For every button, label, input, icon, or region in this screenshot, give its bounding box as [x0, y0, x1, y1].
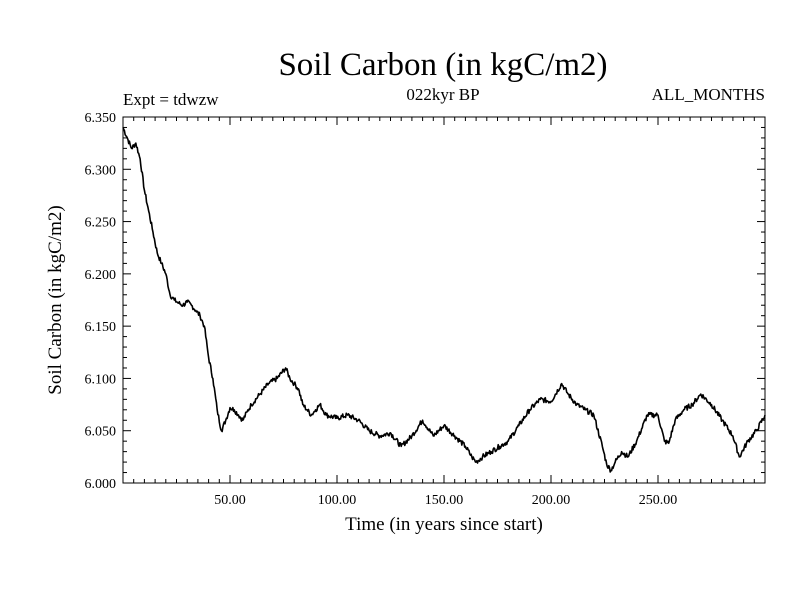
y-tick-label: 6.250: [85, 216, 117, 231]
plot-frame: [122, 116, 766, 484]
chart-subtitle: 022kyr BP: [406, 85, 479, 104]
x-tick-label: 200.00: [532, 493, 571, 508]
chart-title: Soil Carbon (in kgC/m2): [278, 47, 607, 83]
x-tick-label: 250.00: [639, 493, 678, 508]
experiment-label: Expt = tdwzw: [123, 90, 219, 109]
y-tick-label: 6.050: [85, 425, 117, 440]
x-tick-label: 100.00: [318, 493, 357, 508]
x-axis-label: Time (in years since start): [345, 514, 543, 535]
x-tick-label: 50.00: [214, 493, 246, 508]
y-tick-label: 6.300: [85, 163, 117, 178]
y-tick-label: 6.350: [85, 111, 117, 126]
y-tick-label: 6.100: [85, 372, 117, 387]
y-axis-label: Soil Carbon (in kgC/m2): [45, 205, 66, 394]
y-tick-label-group: 6.000 6.050 6.100 6.150 6.200 6.250 6.300 6.350: [85, 111, 117, 492]
series-line-soil-carbon: [122, 127, 766, 473]
y-tick-label: 6.000: [85, 477, 117, 492]
x-tick-group: [122, 117, 766, 483]
y-tick-label: 6.200: [85, 268, 117, 283]
months-label: ALL_MONTHS: [652, 85, 765, 104]
y-tick-group: [123, 116, 765, 484]
x-tick-label: 150.00: [425, 493, 464, 508]
y-tick-label: 6.150: [85, 320, 117, 335]
x-tick-label-group: 50.00 100.00 150.00 200.00 250.00: [214, 493, 677, 508]
